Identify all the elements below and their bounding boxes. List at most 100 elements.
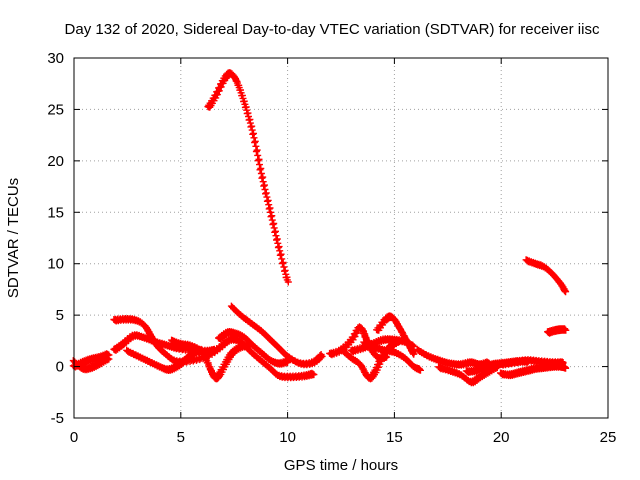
data-point	[525, 369, 529, 373]
data-point	[142, 323, 147, 328]
data-point	[465, 370, 469, 374]
series-arc-p	[497, 356, 567, 369]
data-point	[371, 342, 375, 346]
data-point	[226, 331, 230, 335]
data-point	[533, 262, 537, 266]
data-point	[546, 331, 550, 335]
data-point	[542, 366, 546, 370]
data-point	[142, 336, 147, 340]
data-point	[98, 361, 102, 366]
series-arc-q	[522, 256, 570, 296]
data-point	[508, 373, 512, 377]
data-point	[221, 79, 226, 83]
data-point	[217, 337, 221, 341]
data-point	[392, 350, 396, 354]
data-point	[538, 359, 542, 364]
data-point	[153, 340, 157, 344]
data-point	[164, 343, 168, 347]
data-point	[286, 354, 290, 358]
data-point	[371, 350, 375, 354]
data-point	[373, 370, 377, 374]
data-point	[268, 367, 273, 371]
data-point	[132, 334, 136, 338]
series-arc-k	[347, 335, 418, 356]
data-point	[382, 338, 386, 342]
data-point	[268, 210, 273, 214]
data-point	[286, 359, 290, 364]
data-point	[525, 358, 529, 362]
data-point	[106, 356, 110, 360]
data-point	[224, 361, 228, 366]
data-point	[478, 375, 482, 379]
data-point	[179, 342, 183, 346]
data-point	[89, 357, 93, 361]
data-point	[525, 259, 529, 263]
y-axis-label: SDTVAR / TECUs	[5, 178, 22, 298]
data-point	[416, 348, 420, 352]
x-tick-label: 15	[386, 429, 403, 446]
data-point	[228, 338, 232, 342]
data-point	[174, 346, 179, 350]
chart-title: Day 132 of 2020, Sidereal Day-to-day VTE…	[65, 21, 600, 38]
data-point	[533, 367, 537, 371]
data-point	[80, 367, 85, 371]
data-point	[260, 359, 264, 364]
data-point	[311, 360, 315, 365]
data-point	[550, 272, 555, 276]
data-point	[206, 105, 211, 109]
data-point	[251, 133, 256, 137]
data-point	[403, 340, 407, 344]
data-point	[251, 344, 256, 348]
series-arc-f	[215, 328, 292, 368]
data-point	[228, 71, 232, 76]
data-point	[170, 339, 174, 343]
data-point	[112, 318, 117, 322]
data-point	[183, 358, 187, 362]
data-point	[382, 348, 386, 352]
data-point	[459, 362, 463, 367]
data-point	[249, 350, 253, 354]
data-point	[298, 361, 303, 366]
y-tick-label: 0	[56, 359, 64, 376]
data-point	[213, 376, 217, 380]
data-point	[239, 313, 243, 317]
data-point	[134, 318, 138, 322]
data-point	[412, 352, 416, 356]
plot-frame	[73, 57, 609, 419]
series-arc-high-peak	[204, 69, 292, 286]
data-point	[121, 342, 125, 346]
data-point	[561, 360, 565, 365]
data-point	[303, 374, 307, 378]
data-point	[358, 362, 362, 367]
data-point	[559, 327, 563, 332]
data-point	[448, 361, 452, 366]
data-point	[239, 345, 243, 349]
data-series	[69, 69, 570, 387]
data-point	[418, 368, 422, 372]
data-point	[136, 354, 140, 358]
data-point	[277, 361, 281, 366]
x-tick-label: 25	[600, 429, 617, 446]
series-arc-d	[168, 336, 254, 383]
data-point	[260, 351, 264, 355]
data-point	[230, 305, 234, 309]
y-tick-label: 15	[47, 204, 64, 221]
data-point	[243, 336, 247, 340]
data-point	[157, 364, 162, 369]
series-arc-early-morning-low	[69, 354, 113, 374]
data-point	[350, 338, 354, 342]
data-point	[320, 353, 324, 357]
data-point	[392, 338, 396, 342]
data-point	[230, 351, 234, 355]
x-tick-label: 20	[493, 429, 510, 446]
y-tick-label: 20	[47, 153, 64, 170]
data-point	[367, 376, 371, 380]
data-point	[234, 332, 238, 336]
data-point	[209, 368, 213, 372]
data-point	[403, 356, 407, 360]
data-point	[437, 366, 441, 370]
data-point	[412, 364, 416, 369]
y-tick-label: 10	[47, 256, 64, 273]
data-point	[512, 360, 516, 365]
y-tick-label: 25	[47, 101, 64, 118]
